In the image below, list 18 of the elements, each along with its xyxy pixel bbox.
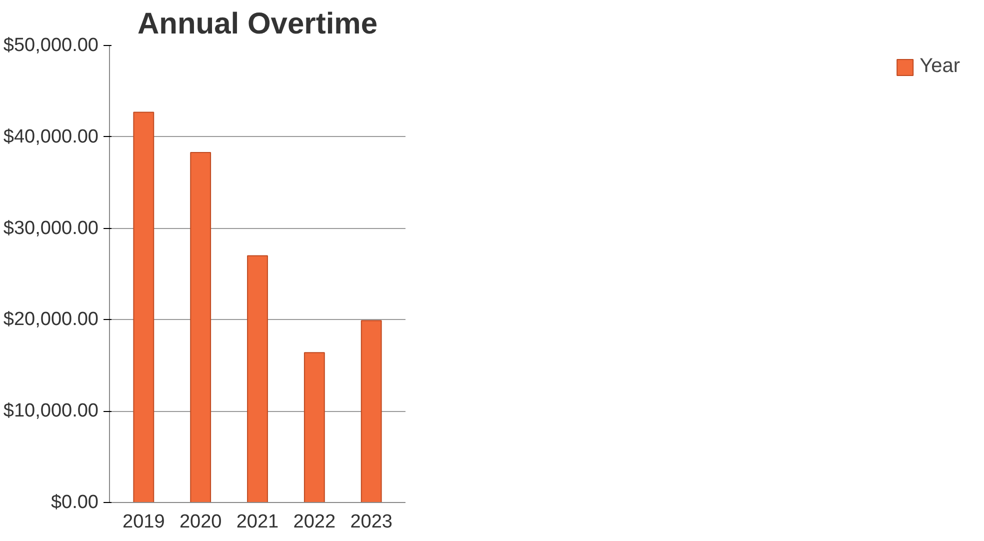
- x-tick-label: 2019: [122, 512, 165, 532]
- bar: [247, 255, 268, 502]
- x-tick-label: 2023: [350, 512, 392, 532]
- chart-title: Annual Overtime: [137, 8, 378, 40]
- bar: [133, 112, 154, 502]
- bar: [304, 352, 325, 502]
- x-tick-label: 2020: [179, 512, 222, 532]
- y-tick-label: $30,000.00: [3, 218, 98, 239]
- y-tick-label: $0.00: [50, 492, 98, 513]
- legend-label: Year: [920, 55, 960, 78]
- bar: [360, 320, 382, 502]
- y-tick-label: $20,000.00: [3, 309, 98, 330]
- y-tick-label: $50,000.00: [3, 35, 98, 56]
- bar: [190, 152, 212, 502]
- y-tick-label: $40,000.00: [3, 126, 98, 148]
- y-tick-label: $10,000.00: [3, 400, 98, 422]
- x-tick-label: 2022: [293, 512, 336, 532]
- x-tick-label: 2021: [236, 512, 279, 532]
